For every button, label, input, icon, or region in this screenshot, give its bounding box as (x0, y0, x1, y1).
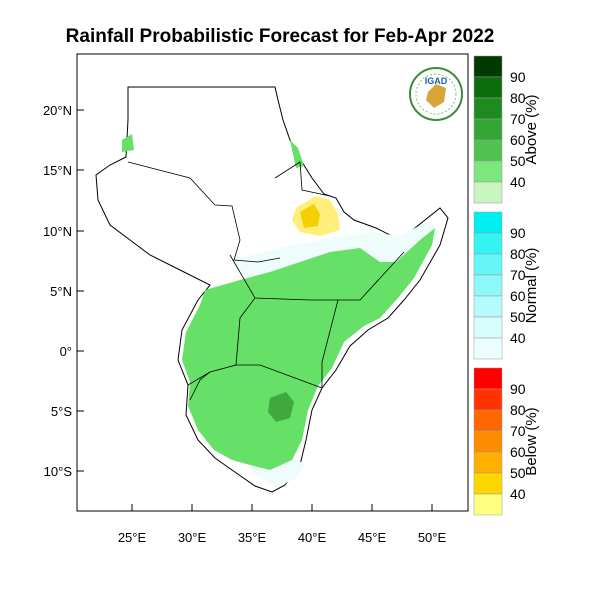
above-zone (122, 134, 134, 152)
legend-tick-label: 70 (510, 267, 526, 283)
legend-tick-label: 50 (510, 153, 526, 169)
legend-tick-label: 40 (510, 330, 526, 346)
legend: 90 80 70 60 50 40 Above (%) 90 80 70 60 50 40 Normal … (473, 55, 540, 516)
lon-label: 40°E (298, 530, 327, 545)
lat-label: 10°N (43, 224, 72, 239)
legend-title: Below (%) (523, 407, 540, 475)
legend-tick-label: 60 (510, 444, 526, 460)
legend-tick-label: 40 (510, 174, 526, 190)
lat-label: 10°S (44, 464, 73, 479)
legend-swatch (473, 388, 503, 411)
legend-tick-label: 90 (510, 69, 526, 85)
lon-axis: 25°E 30°E 35°E 40°E 45°E 50°E (118, 504, 447, 545)
lon-label: 50°E (418, 530, 447, 545)
legend-swatch (473, 430, 503, 453)
legend-swatch (473, 181, 503, 204)
legend-swatch (473, 316, 503, 339)
legend-tick-label: 70 (510, 111, 526, 127)
lat-axis: 20°N 15°N 10°N 5°N 0° 5°S 10°S (43, 103, 84, 479)
legend-tick-label: 50 (510, 309, 526, 325)
above-60-zone (268, 392, 294, 422)
legend-title: Normal (%) (523, 248, 540, 324)
legend-swatch (473, 253, 503, 276)
legend-swatch (473, 232, 503, 255)
below-50-zone (300, 204, 320, 228)
logo-text: IGAD (425, 76, 448, 86)
legend-tick-label: 60 (510, 288, 526, 304)
legend-swatch (473, 118, 503, 141)
legend-tick-label: 90 (510, 225, 526, 241)
legend-above: 90 80 70 60 50 40 Above (%) (473, 55, 540, 204)
legend-swatch (473, 97, 503, 120)
lon-label: 30°E (178, 530, 207, 545)
legend-swatch (473, 472, 503, 495)
legend-tick-label: 50 (510, 465, 526, 481)
legend-swatch (473, 274, 503, 297)
legend-swatch (473, 337, 503, 360)
legend-swatch (473, 160, 503, 183)
lon-label: 45°E (358, 530, 387, 545)
legend-swatch (473, 367, 503, 390)
legend-swatch (473, 139, 503, 162)
legend-tick-label: 70 (510, 423, 526, 439)
legend-swatch (473, 409, 503, 432)
above-zone (182, 228, 435, 470)
country-borders (127, 161, 405, 401)
lon-label: 35°E (238, 530, 267, 545)
lat-label: 20°N (43, 103, 72, 118)
legend-swatch (473, 295, 503, 318)
legend-below: 90 80 70 60 50 40 Below (%) (473, 367, 540, 516)
above-zone (290, 140, 304, 168)
igad-logo: IGAD (409, 67, 463, 121)
legend-tick-label: 60 (510, 132, 526, 148)
legend-tick-label: 80 (510, 246, 526, 262)
legend-swatch (473, 55, 503, 78)
lat-label: 15°N (43, 163, 72, 178)
lon-label: 25°E (118, 530, 147, 545)
legend-swatch (473, 451, 503, 474)
legend-title: Above (%) (523, 94, 540, 164)
legend-tick-label: 80 (510, 402, 526, 418)
legend-swatch (473, 493, 503, 516)
legend-normal: 90 80 70 60 50 40 Normal (%) (473, 211, 540, 360)
legend-tick-label: 90 (510, 381, 526, 397)
legend-swatch (473, 76, 503, 99)
legend-tick-label: 40 (510, 486, 526, 502)
legend-tick-label: 80 (510, 90, 526, 106)
map-title: Rainfall Probabilistic Forecast for Feb-… (65, 26, 495, 47)
lat-label: 5°S (51, 404, 72, 419)
lat-label: 5°N (50, 284, 72, 299)
lat-label: 0° (60, 344, 72, 359)
legend-swatch (473, 211, 503, 234)
